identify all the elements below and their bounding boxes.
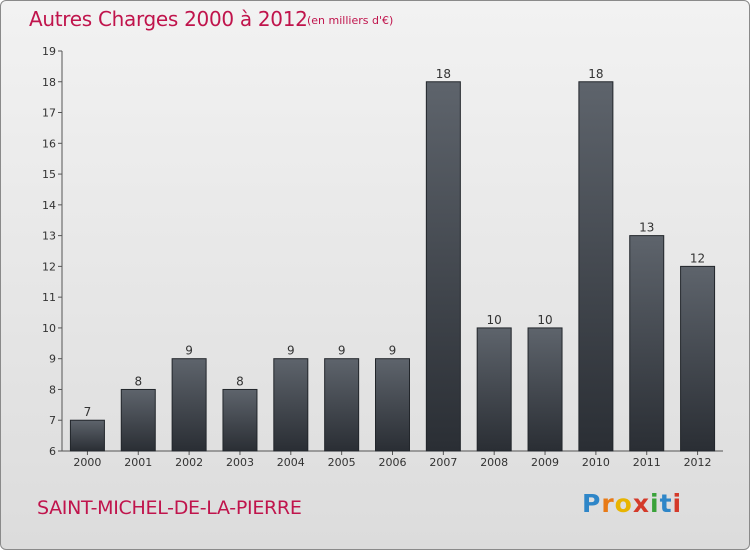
y-tick-label: 6 bbox=[49, 445, 56, 458]
y-tick-label: 14 bbox=[42, 199, 56, 212]
data-label: 13 bbox=[639, 221, 654, 235]
bar bbox=[629, 235, 665, 452]
y-tick-label: 12 bbox=[42, 260, 56, 273]
x-tick-label: 2003 bbox=[226, 456, 254, 469]
y-tick-label: 10 bbox=[42, 322, 56, 335]
data-label: 7 bbox=[84, 405, 92, 419]
bar bbox=[324, 358, 360, 452]
logo-letter: x bbox=[632, 489, 650, 518]
data-label: 10 bbox=[487, 313, 502, 327]
x-tick-label: 2012 bbox=[684, 456, 712, 469]
bar bbox=[425, 81, 461, 452]
y-tick-label: 18 bbox=[42, 76, 56, 89]
data-label: 12 bbox=[690, 251, 705, 265]
proxiti-logo[interactable]: Proxiti bbox=[582, 489, 682, 518]
y-tick-label: 17 bbox=[42, 107, 56, 120]
y-tick-label: 15 bbox=[42, 168, 56, 181]
data-labels: 7 8 9 8 9 9 9 18 10 10 18 13 12 bbox=[84, 67, 706, 419]
data-label: 9 bbox=[338, 344, 346, 358]
bar bbox=[375, 358, 410, 452]
chart-title: Autres Charges 2000 à 2012 bbox=[29, 7, 308, 31]
data-label: 9 bbox=[389, 344, 397, 358]
logo-letter: r bbox=[601, 489, 615, 518]
x-tick-label: 2010 bbox=[582, 456, 610, 469]
data-label: 9 bbox=[287, 344, 295, 358]
x-tick-label: 2007 bbox=[429, 456, 457, 469]
commune-name: SAINT-MICHEL-DE-LA-PIERRE bbox=[37, 497, 302, 519]
y-tick-label: 13 bbox=[42, 230, 56, 243]
bar bbox=[171, 358, 207, 452]
logo-letter: t bbox=[659, 489, 673, 518]
bars bbox=[69, 81, 716, 452]
bar bbox=[120, 388, 156, 452]
x-tick-label: 2011 bbox=[633, 456, 661, 469]
y-tick-label: 9 bbox=[49, 353, 56, 366]
y-tick-label: 8 bbox=[49, 383, 56, 396]
y-tick-label: 11 bbox=[42, 291, 56, 304]
data-label: 8 bbox=[134, 374, 142, 388]
data-label: 8 bbox=[236, 374, 244, 388]
x-tick-label: 2006 bbox=[379, 456, 407, 469]
x-tick-label: 2000 bbox=[73, 456, 101, 469]
x-tick-label: 2008 bbox=[480, 456, 508, 469]
axes: 6 7 8 9 10 11 12 13 14 15 16 17 18 19 2000 2001 2002 2003… bbox=[42, 45, 723, 469]
bar bbox=[680, 265, 716, 452]
x-tick-label: 2004 bbox=[277, 456, 305, 469]
bar bbox=[527, 327, 563, 452]
logo-letter: o bbox=[614, 489, 633, 518]
x-tick-label: 2002 bbox=[175, 456, 203, 469]
logo-letter: i bbox=[672, 489, 683, 518]
logo-letter: i bbox=[650, 489, 660, 518]
data-label: 10 bbox=[537, 313, 552, 327]
bar bbox=[69, 419, 105, 452]
x-tick-label: 2005 bbox=[328, 456, 356, 469]
data-label: 9 bbox=[185, 344, 193, 358]
bar bbox=[222, 388, 258, 452]
chart-subtitle: (en milliers d'€) bbox=[307, 14, 394, 27]
logo-letter: P bbox=[582, 489, 602, 518]
data-label: 18 bbox=[588, 67, 603, 81]
y-tick-label: 7 bbox=[49, 414, 56, 427]
x-tick-label: 2001 bbox=[124, 456, 152, 469]
data-label: 18 bbox=[436, 67, 451, 81]
bar bbox=[578, 81, 614, 452]
y-tick-label: 19 bbox=[42, 45, 56, 58]
bar bbox=[476, 327, 512, 452]
y-tick-label: 16 bbox=[42, 137, 56, 150]
x-tick-label: 2009 bbox=[531, 456, 559, 469]
bar bbox=[273, 358, 309, 452]
